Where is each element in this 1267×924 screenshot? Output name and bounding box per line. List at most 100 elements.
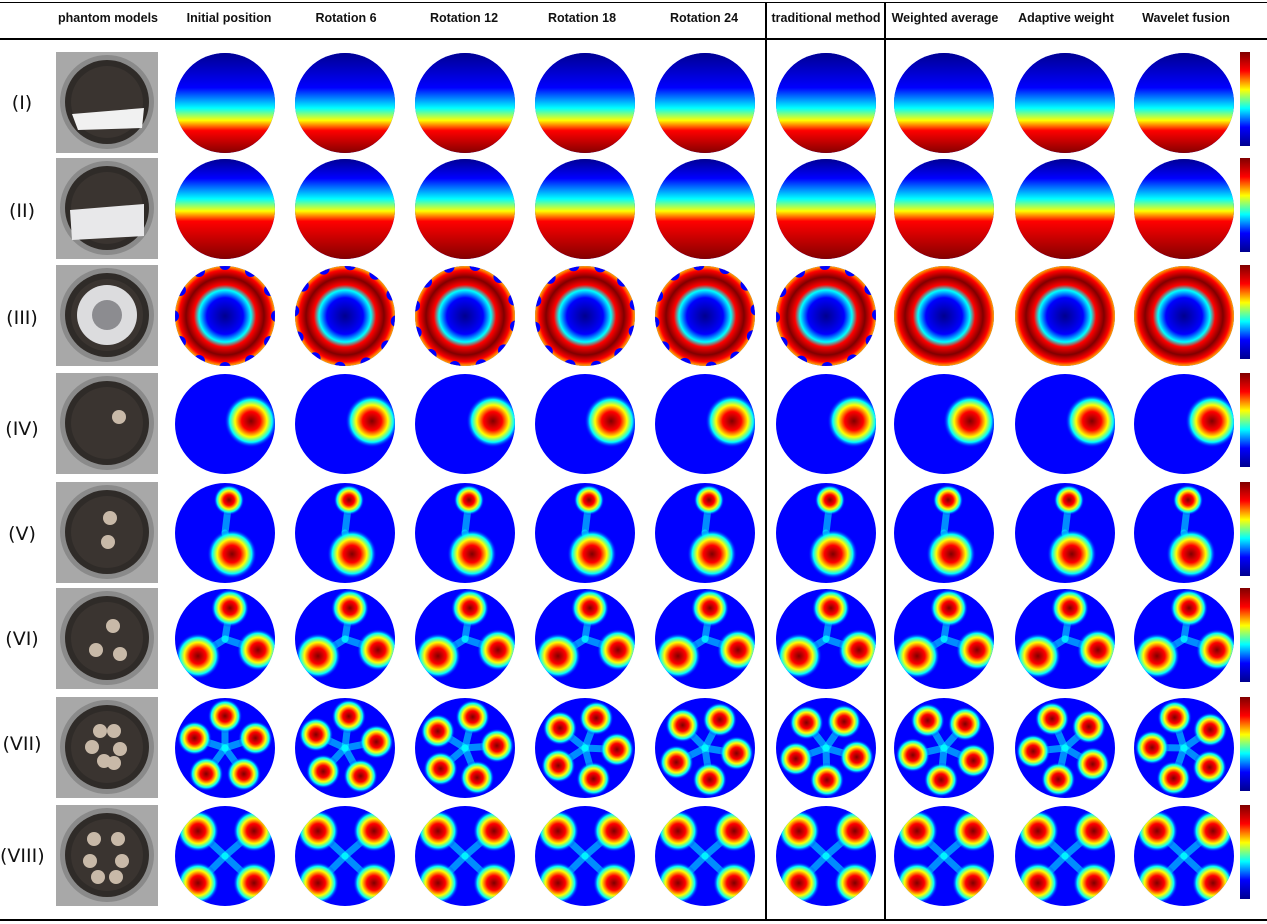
header-rotation-12: Rotation 12	[429, 11, 499, 25]
reconstruction-image	[1133, 697, 1235, 799]
row-label: (V)	[8, 523, 36, 545]
reconstruction-image	[414, 52, 516, 154]
colorbar	[1240, 52, 1250, 146]
reconstruction-image	[1014, 373, 1116, 475]
reconstruction-image	[534, 588, 636, 690]
reconstruction-image	[294, 158, 396, 260]
reconstruction-image	[294, 697, 396, 799]
reconstruction-image	[294, 52, 396, 154]
header-rotation-6: Rotation 6	[315, 11, 377, 25]
header-rule	[0, 38, 1267, 40]
reconstruction-image	[174, 482, 276, 584]
reconstruction-image	[174, 697, 276, 799]
reconstruction-image	[294, 805, 396, 907]
reconstruction-image	[893, 373, 995, 475]
divider-left	[765, 3, 767, 920]
reconstruction-image	[414, 265, 516, 367]
reconstruction-image	[654, 805, 756, 907]
divider-right	[884, 3, 886, 920]
reconstruction-image	[1133, 588, 1235, 690]
row-label: (VI)	[5, 628, 39, 650]
reconstruction-image	[775, 265, 877, 367]
reconstruction-image	[174, 805, 276, 907]
colorbar	[1240, 482, 1250, 576]
header-weighted-average: Weighted average	[891, 11, 999, 25]
reconstruction-image	[174, 588, 276, 690]
reconstruction-image	[294, 482, 396, 584]
reconstruction-image	[534, 482, 636, 584]
reconstruction-image	[893, 588, 995, 690]
reconstruction-image	[1133, 158, 1235, 260]
reconstruction-image	[1014, 265, 1116, 367]
phantom-photo	[56, 373, 158, 474]
reconstruction-image	[893, 697, 995, 799]
reconstruction-image	[654, 265, 756, 367]
header-rotation-24: Rotation 24	[669, 11, 739, 25]
row-label: (II)	[8, 200, 36, 222]
colorbar	[1240, 805, 1250, 899]
reconstruction-image	[294, 588, 396, 690]
header-wavelet-fusion: Wavelet fusion	[1142, 11, 1230, 25]
reconstruction-image	[414, 697, 516, 799]
reconstruction-image	[414, 805, 516, 907]
reconstruction-image	[534, 697, 636, 799]
reconstruction-image	[174, 158, 276, 260]
reconstruction-image	[654, 697, 756, 799]
reconstruction-image	[174, 52, 276, 154]
header-traditional-method: traditional method	[771, 11, 881, 25]
header-rotation-18: Rotation 18	[547, 11, 617, 25]
row-label: (I)	[11, 92, 33, 114]
reconstruction-image	[414, 158, 516, 260]
colorbar	[1240, 697, 1250, 791]
reconstruction-image	[1014, 482, 1116, 584]
reconstruction-image	[534, 265, 636, 367]
reconstruction-image	[1014, 805, 1116, 907]
reconstruction-image	[1014, 588, 1116, 690]
phantom-photo	[56, 588, 158, 689]
colorbar	[1240, 588, 1250, 682]
phantom-photo	[56, 265, 158, 366]
row-label: (IV)	[5, 418, 39, 440]
header-initial-position: Initial position	[186, 11, 272, 25]
reconstruction-image	[654, 373, 756, 475]
reconstruction-image	[174, 373, 276, 475]
reconstruction-image	[174, 265, 276, 367]
row-label: (VIII)	[0, 845, 45, 867]
reconstruction-image	[775, 52, 877, 154]
header-adaptive-weight: Adaptive weight	[1018, 11, 1114, 25]
reconstruction-image	[1014, 158, 1116, 260]
reconstruction-image	[775, 373, 877, 475]
reconstruction-image	[414, 482, 516, 584]
reconstruction-image	[893, 805, 995, 907]
reconstruction-image	[775, 805, 877, 907]
reconstruction-image	[534, 805, 636, 907]
reconstruction-image	[654, 482, 756, 584]
colorbar	[1240, 373, 1250, 467]
reconstruction-image	[1133, 373, 1235, 475]
reconstruction-image	[654, 588, 756, 690]
reconstruction-image	[1014, 697, 1116, 799]
phantom-photo	[56, 52, 158, 153]
reconstruction-image	[1133, 52, 1235, 154]
reconstruction-image	[414, 373, 516, 475]
reconstruction-image	[294, 265, 396, 367]
reconstruction-image	[534, 52, 636, 154]
reconstruction-image	[893, 482, 995, 584]
reconstruction-image	[534, 373, 636, 475]
phantom-photo	[56, 805, 158, 906]
reconstruction-image	[893, 265, 995, 367]
bottom-rule	[0, 919, 1267, 921]
reconstruction-image	[654, 52, 756, 154]
reconstruction-image	[893, 52, 995, 154]
row-label: (VII)	[2, 733, 42, 755]
reconstruction-image	[654, 158, 756, 260]
reconstruction-image	[775, 588, 877, 690]
header-phantom-models: phantom models	[57, 11, 158, 25]
reconstruction-image	[534, 158, 636, 260]
reconstruction-image	[414, 588, 516, 690]
top-rule	[0, 2, 1267, 3]
colorbar	[1240, 265, 1250, 359]
reconstruction-image	[1014, 52, 1116, 154]
row-label: (III)	[6, 307, 38, 329]
